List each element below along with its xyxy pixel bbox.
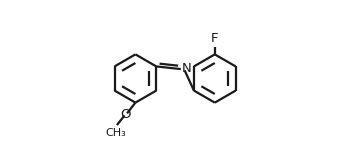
Text: CH₃: CH₃	[106, 128, 126, 138]
Text: F: F	[211, 32, 218, 45]
Text: O: O	[121, 108, 131, 121]
Text: N: N	[182, 62, 192, 75]
